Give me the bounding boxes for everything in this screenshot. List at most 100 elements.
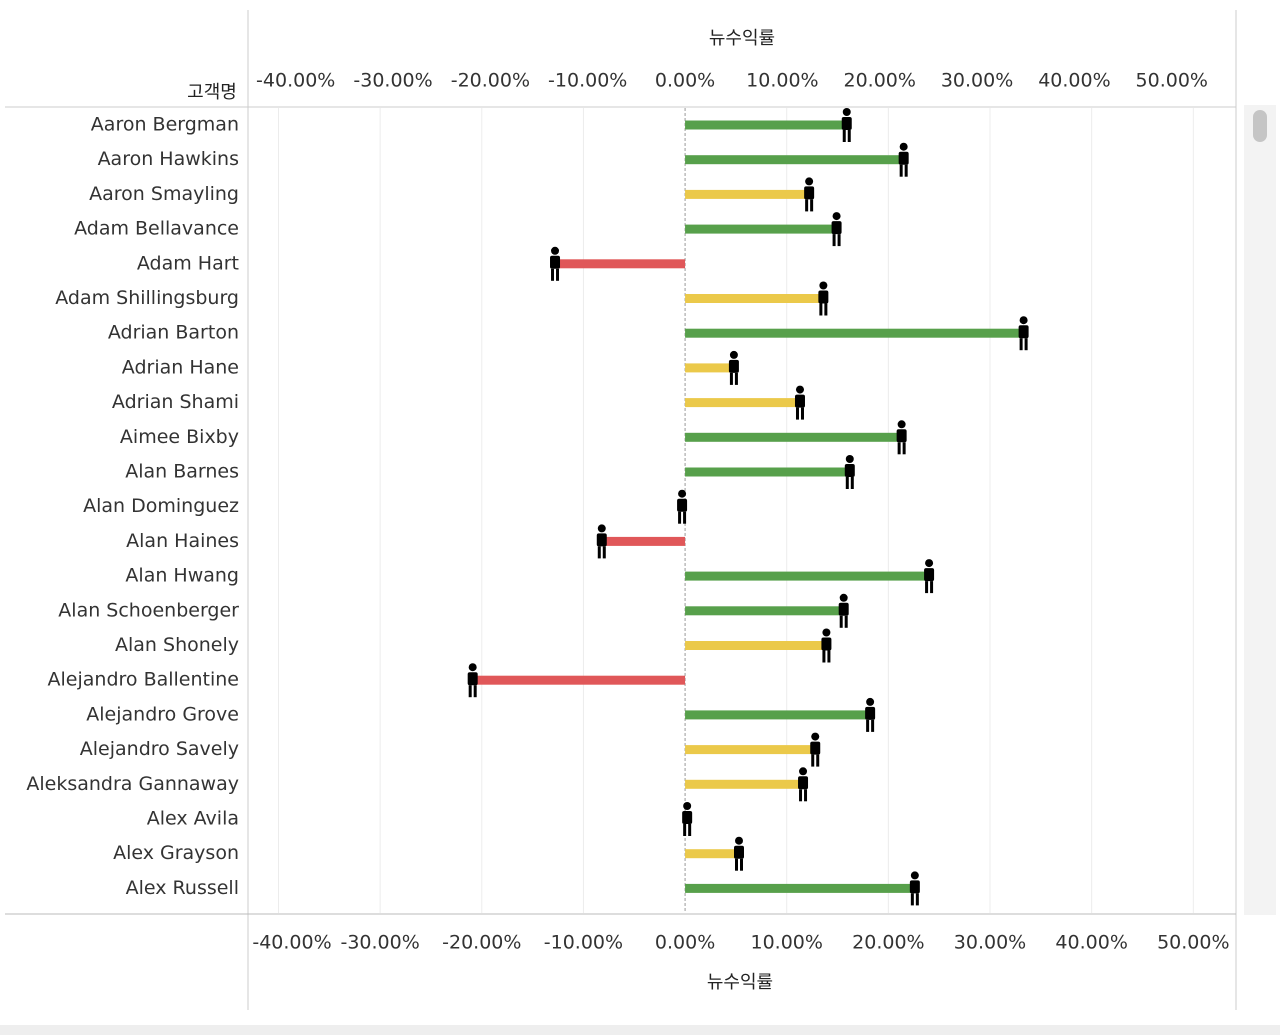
x2-tick-label: -10.00% [548, 70, 627, 92]
icon-head [899, 142, 908, 151]
icon-leg [1024, 338, 1028, 351]
icon-body [1018, 325, 1029, 339]
icon-body [467, 672, 478, 686]
icon-body [831, 221, 842, 235]
icon-head [897, 420, 906, 429]
category-label: Alex Avila [147, 808, 239, 830]
bar [685, 571, 933, 581]
icon-body [844, 464, 855, 477]
icon-leg [729, 372, 733, 385]
x-tick-label: 0.00% [655, 932, 715, 954]
icon-head [729, 350, 738, 359]
category-label: Adam Shillingsburg [55, 287, 239, 309]
bar [685, 883, 918, 893]
category-label: Adrian Hane [122, 356, 239, 378]
category-label: Alan Haines [126, 530, 239, 552]
x-tick-label: -30.00% [340, 932, 419, 954]
top-axis-title: 뉴수익률 [709, 28, 775, 49]
person-icon [821, 628, 832, 663]
icon-leg [847, 130, 851, 142]
icon-leg [915, 893, 919, 906]
category-label: Alan Schoenberger [58, 599, 239, 621]
icon-body [734, 845, 744, 859]
icon-head [839, 593, 848, 602]
icon-body [841, 117, 852, 130]
icon-leg [925, 581, 929, 594]
category-label: Alan Hwang [125, 565, 239, 587]
icon-leg [910, 893, 914, 906]
category-label: Alejandro Ballentine [48, 669, 239, 691]
category-label: Alan Dominguez [83, 495, 239, 517]
icon-head [832, 212, 841, 221]
x-tick-label: 50.00% [1157, 932, 1229, 954]
category-label: Adrian Barton [108, 322, 239, 344]
bar [604, 536, 686, 546]
icon-leg [850, 477, 854, 489]
category-label: Alan Shonely [115, 634, 239, 656]
icon-body [838, 602, 849, 616]
x-tick-label: -40.00% [252, 932, 331, 954]
icon-body [682, 811, 693, 824]
icon-leg [688, 824, 692, 836]
icon-body [677, 498, 688, 512]
icon-body [821, 637, 832, 651]
person-icon [798, 767, 809, 802]
icon-leg [683, 824, 687, 836]
category-label: Alan Barnes [125, 461, 239, 483]
bar [685, 224, 840, 234]
person-icon [734, 836, 744, 871]
icon-body [909, 880, 920, 894]
bar [685, 120, 850, 130]
icon-body [804, 186, 815, 200]
person-icon [467, 663, 478, 698]
person-icon [865, 697, 876, 732]
person-icon [909, 871, 920, 906]
icon-body [896, 429, 907, 443]
icon-leg [844, 615, 848, 628]
x2-tick-label: -40.00% [256, 70, 335, 92]
icon-leg [837, 234, 841, 247]
icon-leg [822, 650, 826, 663]
icon-leg [683, 511, 687, 524]
x2-tick-label: 0.00% [655, 70, 715, 92]
icon-head [678, 489, 687, 498]
category-label: Alejandro Savely [80, 738, 239, 760]
person-icon [924, 559, 935, 594]
icon-head [805, 177, 814, 186]
category-label: Aleksandra Gannaway [26, 773, 239, 795]
bar [685, 398, 803, 408]
x2-tick-label: 40.00% [1038, 70, 1110, 92]
scrollbar-track[interactable] [1244, 105, 1276, 915]
person-icon [804, 177, 815, 212]
category-label: Alejandro Grove [86, 703, 239, 725]
bar [685, 467, 853, 477]
scrollbar-thumb[interactable] [1253, 110, 1267, 142]
x-tick-label: 10.00% [750, 932, 822, 954]
icon-leg [930, 581, 934, 594]
bar [685, 363, 737, 373]
icon-leg [734, 372, 738, 385]
icon-leg [832, 234, 836, 247]
x2-tick-label: 20.00% [844, 70, 916, 92]
x-tick-label: -20.00% [442, 932, 521, 954]
icon-leg [816, 754, 820, 767]
x-tick-label: 30.00% [954, 932, 1026, 954]
person-icon [728, 350, 739, 385]
person-icon [844, 455, 855, 489]
icon-head [795, 385, 804, 394]
person-icon [682, 802, 693, 836]
icon-leg [800, 407, 804, 420]
icon-head [822, 628, 831, 637]
icon-head [811, 732, 820, 741]
x-tick-label: 40.00% [1055, 932, 1127, 954]
x2-tick-label: 10.00% [746, 70, 818, 92]
icon-leg [842, 130, 846, 142]
icon-head [866, 697, 875, 706]
person-icon [831, 212, 842, 247]
x2-tick-label: 30.00% [941, 70, 1013, 92]
bar [685, 779, 807, 789]
icon-head [799, 767, 808, 776]
bar [685, 849, 742, 859]
person-icon [898, 142, 909, 177]
icon-body [798, 776, 809, 790]
